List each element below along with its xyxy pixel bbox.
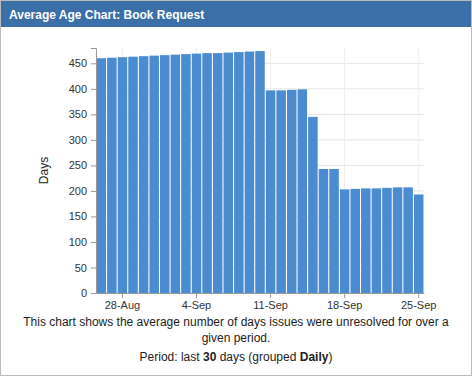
tick: 4-Sep (182, 293, 211, 311)
title: Average Age Chart: Book Request (9, 8, 204, 22)
bar (97, 58, 107, 293)
period-part: ) (328, 350, 332, 364)
period-part: Daily (300, 350, 329, 364)
tick: 28-Aug (105, 293, 140, 311)
tick: 400 (69, 83, 96, 95)
bar (171, 55, 181, 293)
tick-label: 200 (69, 185, 87, 197)
bar (287, 90, 297, 293)
period-part: Period: last (140, 350, 203, 364)
bar (234, 52, 244, 293)
bar (245, 52, 255, 293)
bar (350, 189, 360, 293)
bar (213, 53, 223, 293)
bar (361, 188, 371, 293)
tick-label: 25-Sep (401, 299, 436, 311)
tick-label: 400 (69, 83, 87, 95)
header-bar (1, 1, 471, 27)
tick: 0 (81, 287, 96, 299)
tick: 250 (69, 159, 96, 171)
bars (97, 51, 424, 293)
bar (403, 187, 413, 293)
axis-line (91, 49, 97, 294)
bar (118, 57, 128, 293)
bar (149, 56, 159, 293)
tick-mark (122, 293, 123, 298)
tick: 50 (75, 261, 96, 273)
period-part: days (grouped (216, 350, 299, 364)
tick-mark (270, 293, 271, 298)
description: This chart shows the average number of d… (23, 315, 449, 329)
tick-mark (91, 191, 96, 192)
bar (192, 54, 202, 293)
tick: 150 (69, 210, 96, 222)
x-axis: 28-Aug 4-Sep 11-Sep 18-Sep 25-Sep (97, 293, 437, 311)
tick-label: 18-Sep (327, 299, 362, 311)
bar (266, 90, 276, 293)
tick: 350 (69, 108, 96, 120)
bar (340, 189, 350, 293)
bar (298, 89, 308, 293)
tick: 300 (69, 134, 96, 146)
tick-label: 11-Sep (253, 299, 288, 311)
axis-title: Days (37, 157, 51, 184)
tick: 100 (69, 236, 96, 248)
tick: 18-Sep (327, 293, 362, 311)
tick: 450 (69, 57, 96, 69)
tick-label: 300 (69, 134, 87, 146)
period: Period: last 30 days (grouped Daily) (140, 350, 333, 364)
bar (329, 169, 339, 293)
tick-label: 0 (81, 287, 87, 299)
tick-mark (418, 293, 419, 298)
tick-mark (91, 216, 96, 217)
tick: 25-Sep (401, 293, 436, 311)
bar (202, 53, 212, 293)
tick-label: 350 (69, 108, 87, 120)
tick-label: 250 (69, 159, 87, 171)
tick-label: 4-Sep (182, 299, 211, 311)
bar (181, 54, 191, 293)
period-part: 30 (203, 350, 217, 364)
tick-label: 450 (69, 57, 87, 69)
bar (414, 194, 424, 293)
bar (160, 55, 170, 293)
grid (96, 48, 424, 293)
tick-mark (196, 293, 197, 298)
y-axis: 0 50 100 150 200 250 300 350 400 450 (69, 49, 97, 300)
description: given period. (202, 331, 271, 345)
bar (139, 56, 149, 293)
axis-line (97, 293, 425, 294)
bar (276, 90, 286, 293)
bar (107, 58, 117, 293)
tick-label: 100 (69, 236, 87, 248)
tick-label: 50 (75, 261, 87, 273)
bar (319, 169, 329, 293)
tick-mark (91, 293, 96, 294)
tick-mark (91, 242, 96, 243)
bar (255, 51, 265, 293)
bar (128, 57, 138, 293)
tick: 11-Sep (253, 293, 288, 311)
tick-label: 150 (69, 210, 87, 222)
tick: 200 (69, 185, 96, 197)
panel (1, 1, 472, 376)
tick-mark (91, 89, 96, 90)
tick-mark (91, 63, 96, 64)
bar (308, 117, 318, 293)
tick-mark (91, 140, 96, 141)
tick-mark (91, 165, 96, 166)
bar (223, 53, 233, 293)
tick-label: 28-Aug (105, 299, 140, 311)
bar (382, 188, 392, 293)
tick-mark (91, 114, 96, 115)
bar (372, 188, 382, 293)
bar (393, 187, 403, 293)
gadget: Average Age Chart: Book Request 0 50 100 150… (0, 0, 472, 376)
tick-mark (91, 267, 96, 268)
tick-mark (344, 293, 345, 298)
